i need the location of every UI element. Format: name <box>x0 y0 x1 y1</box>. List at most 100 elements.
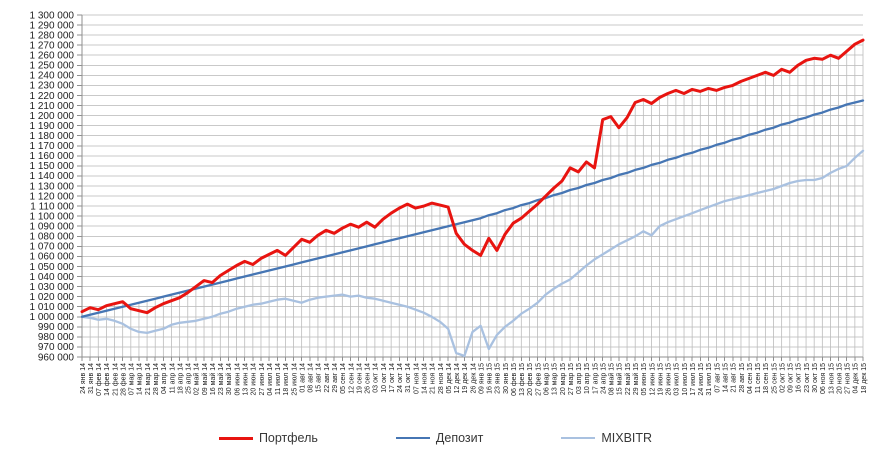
svg-text:28 мар 14: 28 мар 14 <box>153 363 160 395</box>
svg-text:1 280 000: 1 280 000 <box>30 30 75 41</box>
svg-text:06 июн 14: 06 июн 14 <box>234 363 241 396</box>
series-line-депозит <box>80 99 865 318</box>
svg-text:21 фев 14: 21 фев 14 <box>112 363 119 396</box>
svg-text:1 100 000: 1 100 000 <box>30 211 75 222</box>
legend-item-deposit: Депозит <box>395 431 484 445</box>
legend-swatch-deposit <box>395 437 430 439</box>
svg-text:04 дек 15: 04 дек 15 <box>853 363 860 394</box>
svg-text:10 июл 15: 10 июл 15 <box>682 363 689 396</box>
x-axis-labels: 24 янв 14 31 янв 14 07 фев 14 14 фев 14 21 ф… <box>80 363 868 396</box>
svg-text:30 окт 15: 30 окт 15 <box>812 363 819 393</box>
svg-text:26 дек 14: 26 дек 14 <box>470 363 477 394</box>
svg-text:02 окт 15: 02 окт 15 <box>779 363 786 393</box>
svg-text:1 030 000: 1 030 000 <box>30 282 75 293</box>
svg-text:12 июн 15: 12 июн 15 <box>649 363 656 396</box>
svg-text:21 мар 14: 21 мар 14 <box>145 363 152 395</box>
svg-text:1 270 000: 1 270 000 <box>30 40 75 51</box>
svg-text:1 000 000: 1 000 000 <box>30 312 75 323</box>
svg-text:29 май 15: 29 май 15 <box>632 363 640 395</box>
svg-text:1 260 000: 1 260 000 <box>30 51 75 62</box>
svg-text:1 080 000: 1 080 000 <box>30 232 75 243</box>
svg-text:19 дек 14: 19 дек 14 <box>462 363 469 394</box>
svg-text:04 сен 15: 04 сен 15 <box>747 363 754 394</box>
svg-text:1 130 000: 1 130 000 <box>30 181 75 192</box>
svg-text:19 июн 15: 19 июн 15 <box>657 363 664 396</box>
x-axis-ticks <box>81 357 864 361</box>
svg-text:17 апр 15: 17 апр 15 <box>592 363 599 394</box>
svg-text:960 000: 960 000 <box>38 352 75 363</box>
svg-text:11 сен 15: 11 сен 15 <box>755 363 762 393</box>
svg-text:20 мар 15: 20 мар 15 <box>560 363 567 395</box>
svg-text:03 окт 14: 03 окт 14 <box>373 363 380 393</box>
svg-text:20 июн 14: 20 июн 14 <box>251 363 258 396</box>
svg-text:22 авг 14: 22 авг 14 <box>324 363 331 393</box>
svg-text:990 000: 990 000 <box>38 322 75 333</box>
svg-text:26 сен 14: 26 сен 14 <box>365 363 372 394</box>
legend-label-deposit: Депозит <box>435 431 484 445</box>
svg-text:22 май 15: 22 май 15 <box>624 363 632 395</box>
legend-swatch-mixbitr <box>561 437 596 439</box>
svg-text:31 янв 14: 31 янв 14 <box>88 363 95 394</box>
svg-text:1 170 000: 1 170 000 <box>30 141 75 152</box>
svg-text:06 ноя 15: 06 ноя 15 <box>820 363 827 394</box>
legend-label-mixbitr: MIXBITR <box>601 431 653 445</box>
svg-text:03 апр 15: 03 апр 15 <box>576 363 583 394</box>
svg-text:27 фев 15: 27 фев 15 <box>535 363 542 396</box>
svg-text:1 010 000: 1 010 000 <box>30 302 75 313</box>
svg-text:18 апр 14: 18 апр 14 <box>177 363 184 394</box>
svg-text:12 дек 14: 12 дек 14 <box>454 363 461 394</box>
svg-text:23 май 14: 23 май 14 <box>217 363 225 395</box>
svg-text:1 060 000: 1 060 000 <box>30 252 75 263</box>
svg-text:15 авг 14: 15 авг 14 <box>316 363 323 393</box>
svg-text:24 апр 15: 24 апр 15 <box>600 363 607 394</box>
svg-text:25 июл 14: 25 июл 14 <box>291 363 298 396</box>
svg-text:970 000: 970 000 <box>38 342 75 353</box>
svg-text:04 июл 14: 04 июл 14 <box>267 363 274 396</box>
svg-text:20 ноя 15: 20 ноя 15 <box>836 363 843 394</box>
svg-text:07 ноя 14: 07 ноя 14 <box>413 363 420 394</box>
svg-text:07 мар 14: 07 мар 14 <box>129 363 136 395</box>
gridlines <box>77 14 863 358</box>
series-line-mixbitr <box>80 149 865 358</box>
svg-text:30 янв 15: 30 янв 15 <box>503 363 510 394</box>
svg-text:23 окт 15: 23 окт 15 <box>804 363 811 393</box>
svg-text:29 авг 14: 29 авг 14 <box>332 363 339 393</box>
svg-text:1 240 000: 1 240 000 <box>30 71 75 82</box>
svg-text:26 июн 15: 26 июн 15 <box>666 363 673 396</box>
svg-text:31 окт 14: 31 окт 14 <box>405 363 412 393</box>
svg-text:27 июн 14: 27 июн 14 <box>259 363 266 396</box>
svg-text:14 фев 14: 14 фев 14 <box>104 363 111 396</box>
svg-text:18 дек 15: 18 дек 15 <box>861 363 868 394</box>
svg-text:1 020 000: 1 020 000 <box>30 292 75 303</box>
svg-text:28 фев 14: 28 фев 14 <box>120 363 127 396</box>
svg-text:13 фев 15: 13 фев 15 <box>519 363 526 396</box>
svg-text:08 авг 14: 08 авг 14 <box>308 363 315 393</box>
svg-text:23 янв 15: 23 янв 15 <box>495 363 502 394</box>
svg-text:09 янв 15: 09 янв 15 <box>478 363 485 394</box>
svg-text:11 июл 14: 11 июл 14 <box>275 363 282 395</box>
svg-text:27 мар 15: 27 мар 15 <box>568 363 575 395</box>
svg-text:1 220 000: 1 220 000 <box>30 91 75 102</box>
svg-text:09 окт 15: 09 окт 15 <box>788 363 795 393</box>
svg-text:16 янв 15: 16 янв 15 <box>487 363 494 394</box>
svg-text:12 сен 14: 12 сен 14 <box>348 363 355 394</box>
legend-label-portfolio: Портфель <box>258 431 318 445</box>
svg-text:1 140 000: 1 140 000 <box>30 171 75 182</box>
svg-text:09 май 14: 09 май 14 <box>201 363 209 395</box>
svg-text:1 290 000: 1 290 000 <box>30 20 75 31</box>
svg-text:1 040 000: 1 040 000 <box>30 272 75 283</box>
svg-text:14 авг 15: 14 авг 15 <box>722 363 729 393</box>
svg-text:30 май 14: 30 май 14 <box>225 363 233 395</box>
svg-text:1 050 000: 1 050 000 <box>30 262 75 273</box>
svg-text:16 окт 15: 16 окт 15 <box>796 363 803 393</box>
svg-text:14 ноя 14: 14 ноя 14 <box>421 363 428 394</box>
svg-text:13 мар 15: 13 мар 15 <box>552 363 559 395</box>
svg-text:27 ноя 15: 27 ноя 15 <box>845 363 852 394</box>
svg-text:1 110 000: 1 110 000 <box>30 201 74 212</box>
svg-text:05 сен 14: 05 сен 14 <box>340 363 347 394</box>
svg-text:13 июн 14: 13 июн 14 <box>243 363 250 396</box>
svg-text:07 авг 15: 07 авг 15 <box>714 363 721 393</box>
svg-text:1 230 000: 1 230 000 <box>30 81 75 92</box>
